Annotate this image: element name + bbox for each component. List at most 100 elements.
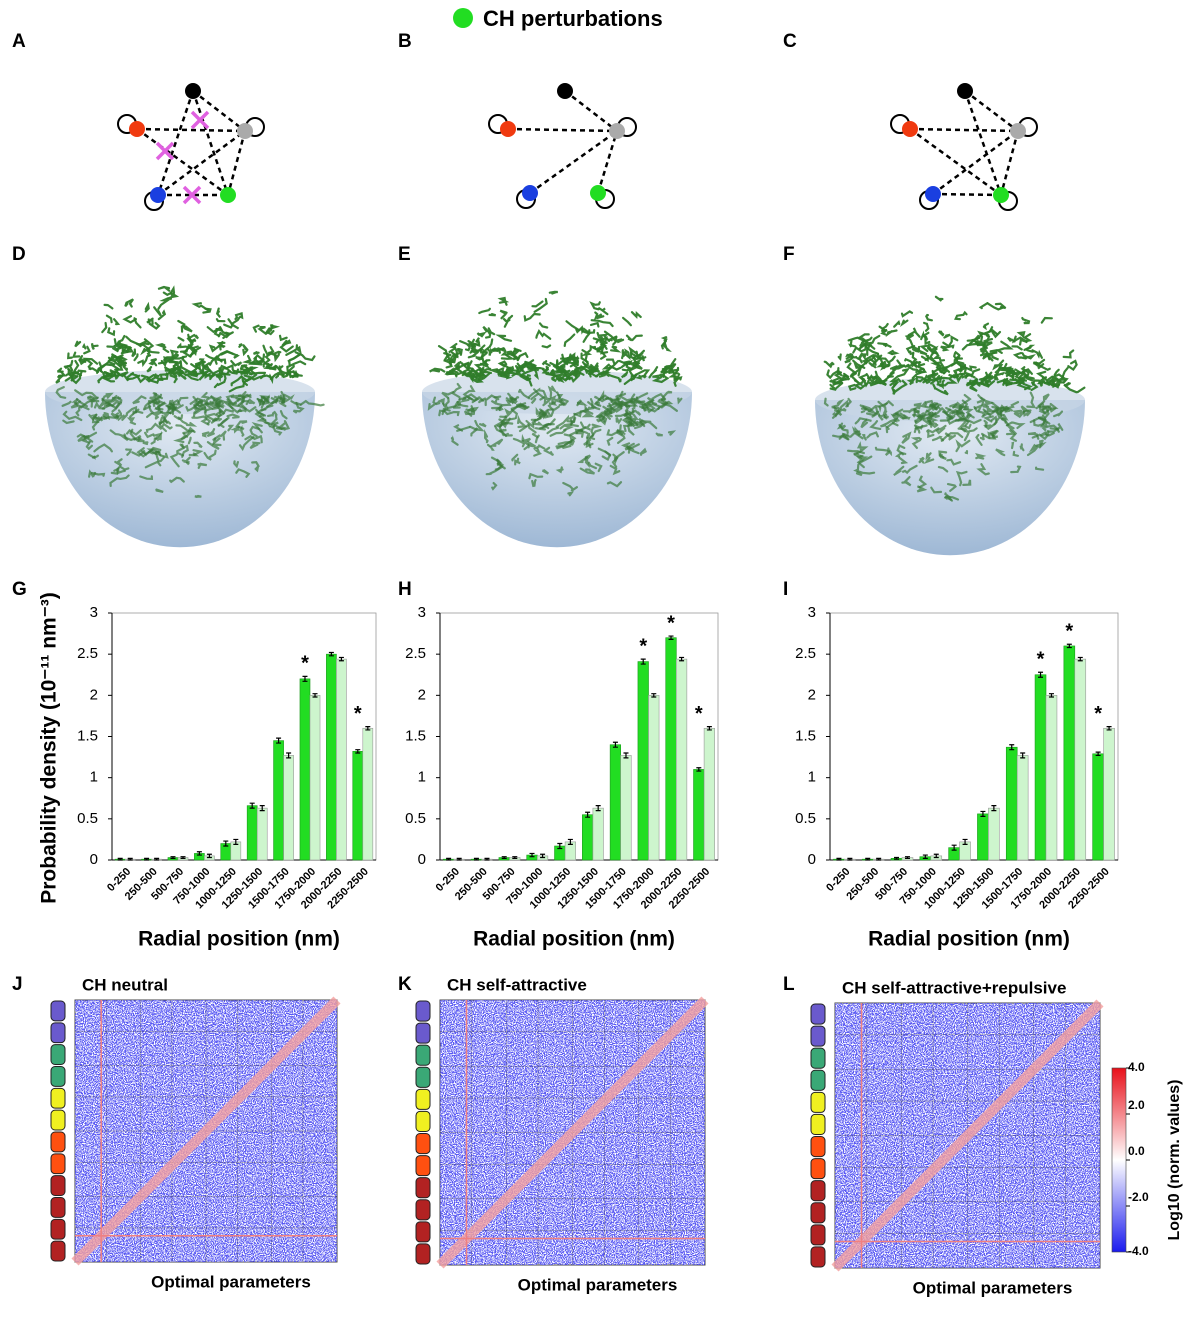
chromatin-fiber xyxy=(215,318,226,323)
network-edge xyxy=(226,130,247,196)
chromatin-fiber xyxy=(565,370,582,378)
error-bar xyxy=(612,741,618,748)
chromatin-fiber xyxy=(616,392,627,402)
chromatin-fiber xyxy=(249,425,260,438)
chromatin-fiber xyxy=(105,314,113,324)
y-tick-label: 1 xyxy=(808,769,816,786)
network-edge xyxy=(909,127,1002,197)
chromatin-fiber xyxy=(463,362,478,375)
chromatin-fiber xyxy=(230,375,243,387)
chromatin-fiber xyxy=(251,422,263,434)
chromatin-fiber xyxy=(983,419,988,428)
chromatin-fiber xyxy=(982,322,990,331)
chromatin-fiber xyxy=(212,430,227,441)
chromatin-fiber xyxy=(167,402,177,411)
y-tick-label: 3 xyxy=(808,604,816,621)
chromatin-fiber xyxy=(455,362,465,370)
chromatin-fiber xyxy=(126,417,137,426)
chromatin-fiber xyxy=(576,399,582,407)
error-bar xyxy=(456,857,462,861)
chromatin-fiber xyxy=(926,430,935,439)
chromatin-fiber xyxy=(954,310,968,321)
chromatin-fiber xyxy=(609,464,621,476)
chromatin-fiber xyxy=(78,355,88,366)
chromatin-fiber xyxy=(122,315,137,324)
chromatin-fiber xyxy=(488,438,504,447)
y-tick-label: 2 xyxy=(90,686,98,703)
bar xyxy=(352,751,364,861)
chromatin-fiber xyxy=(262,344,275,356)
chromatin-fiber xyxy=(888,450,892,457)
chromatin-fiber xyxy=(483,338,494,353)
chromatin-fiber xyxy=(531,432,539,438)
panel-label: A xyxy=(12,31,26,52)
chromatin-fiber xyxy=(82,435,90,444)
chromatin-fiber xyxy=(200,391,210,399)
error-bar xyxy=(557,842,563,850)
bar xyxy=(648,695,660,861)
chromatin-fiber xyxy=(515,365,525,373)
chromatin-fiber xyxy=(1027,432,1040,440)
chromatin-fiber xyxy=(995,340,1014,354)
chromatin-fiber xyxy=(161,422,173,430)
chromatin-fiber xyxy=(1011,335,1028,346)
chromatin-fiber xyxy=(113,341,124,349)
bar xyxy=(637,661,649,861)
chromatin-fiber xyxy=(166,366,187,377)
chromatin-fiber xyxy=(197,462,208,469)
chromatin-fiber xyxy=(601,450,612,461)
chromatin-fiber xyxy=(838,423,849,434)
chromatin-fiber xyxy=(573,403,590,418)
chromosome-segment xyxy=(810,1136,826,1158)
chromatin-fiber xyxy=(90,343,99,350)
chromatin-fiber xyxy=(101,392,114,402)
chromatin-fiber xyxy=(925,313,933,322)
chromatin-fiber xyxy=(157,285,171,292)
chromatin-fiber xyxy=(853,378,865,388)
chromatin-fiber xyxy=(467,350,480,359)
chromatin-fiber xyxy=(116,355,128,368)
chromosome-segment xyxy=(50,1131,66,1153)
chromatin-fiber xyxy=(251,461,260,473)
chromatin-fiber xyxy=(869,420,882,430)
chromatin-fiber xyxy=(928,343,938,351)
chromatin-fiber xyxy=(631,404,636,414)
bar xyxy=(1005,746,1018,861)
chromatin-fiber xyxy=(215,307,222,318)
chromatin-fiber xyxy=(181,456,191,464)
heatmap-title: CH self-attractive xyxy=(447,975,587,994)
error-bar xyxy=(1038,671,1044,678)
chromatin-fiber xyxy=(953,372,966,379)
heatmap-title: CH self-attractive+repulsive xyxy=(842,978,1066,997)
significance-marker: * xyxy=(354,703,362,725)
error-bar xyxy=(1009,744,1015,751)
chromatin-fiber xyxy=(244,434,263,444)
chromatin-fiber xyxy=(521,361,528,370)
chromatin-fiber xyxy=(109,429,129,442)
chromatin-fiber xyxy=(201,431,210,438)
chromatin-fiber xyxy=(101,395,118,407)
chromatin-fiber xyxy=(847,383,868,392)
chromatin-fiber xyxy=(547,394,558,405)
chromatin-fiber xyxy=(546,426,560,435)
chromatin-fiber xyxy=(860,409,866,414)
chromatin-fiber xyxy=(1010,465,1022,474)
chromatin-fiber xyxy=(898,456,909,465)
chromatin-fiber xyxy=(677,397,683,405)
chromatin-fiber xyxy=(526,365,539,381)
chromatin-fiber xyxy=(507,368,519,372)
chromatin-fiber xyxy=(831,408,847,419)
chromatin-fiber xyxy=(449,342,458,349)
chromatin-fiber xyxy=(184,372,199,381)
error-bar xyxy=(567,838,573,845)
chromatin-fiber xyxy=(826,369,842,380)
chromatin-fiber xyxy=(486,347,496,356)
chromatin-fiber xyxy=(462,385,476,401)
chromatin-fiber xyxy=(1067,359,1078,372)
chromatin-fiber xyxy=(275,372,280,379)
chromatin-fiber xyxy=(1063,382,1071,388)
network-edge xyxy=(507,127,618,133)
chromatin-fiber xyxy=(75,398,88,408)
chromatin-fiber xyxy=(892,383,907,395)
chromatin-fiber xyxy=(299,399,325,407)
